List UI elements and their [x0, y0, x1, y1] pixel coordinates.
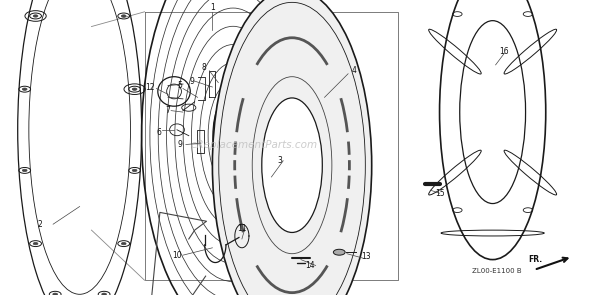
Circle shape	[132, 169, 137, 172]
Circle shape	[22, 169, 27, 172]
Text: 1: 1	[210, 3, 215, 12]
Circle shape	[333, 249, 345, 255]
Text: 9: 9	[178, 140, 182, 149]
Text: 7: 7	[166, 106, 171, 115]
Text: 10: 10	[172, 251, 182, 260]
Text: 5: 5	[178, 81, 182, 90]
Circle shape	[33, 15, 38, 17]
Text: 14: 14	[305, 261, 314, 270]
Circle shape	[22, 88, 27, 90]
Circle shape	[53, 293, 58, 295]
Circle shape	[122, 15, 126, 17]
Text: 11: 11	[237, 224, 247, 233]
Ellipse shape	[213, 91, 253, 180]
Text: eReplacementParts.com: eReplacementParts.com	[190, 140, 317, 150]
Text: 4: 4	[352, 66, 356, 75]
Text: 12: 12	[146, 83, 155, 91]
Text: 9: 9	[189, 77, 194, 86]
Circle shape	[101, 293, 106, 295]
Text: 13: 13	[361, 252, 371, 261]
Ellipse shape	[262, 98, 322, 232]
Circle shape	[33, 242, 38, 245]
Text: ZL00-E1100 B: ZL00-E1100 B	[472, 268, 522, 274]
Circle shape	[122, 242, 126, 245]
Circle shape	[132, 88, 137, 90]
Text: 8: 8	[201, 63, 206, 72]
Text: 6: 6	[157, 128, 162, 137]
Ellipse shape	[212, 0, 372, 295]
Text: 2: 2	[38, 220, 42, 229]
Text: 3: 3	[278, 156, 283, 165]
Text: 15: 15	[435, 189, 444, 198]
Text: FR.: FR.	[528, 255, 542, 264]
Text: 16: 16	[500, 47, 509, 56]
